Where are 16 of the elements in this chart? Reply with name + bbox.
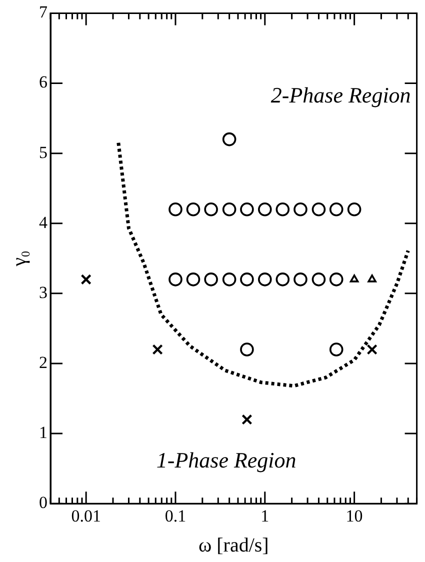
x-tick-label: 1	[260, 506, 270, 526]
y-tick-label: 5	[39, 142, 48, 162]
x-tick-label: 0.01	[71, 506, 101, 526]
annotation: 1-Phase Region	[156, 448, 296, 473]
y-tick-label: 0	[39, 493, 48, 512]
y-tick-label: 2	[39, 352, 48, 372]
y-tick-label: 7	[39, 2, 48, 22]
y-tick-label: 3	[39, 282, 48, 302]
annotation: 2-Phase Region	[270, 82, 411, 108]
x-tick-label: 0.1	[164, 506, 186, 526]
y-tick-label: 1	[39, 423, 48, 442]
y-tick-label: 4	[39, 212, 48, 232]
x-tick-label: 10	[346, 506, 363, 526]
y-axis-title: γ₀	[8, 250, 30, 268]
y-tick-label: 6	[39, 72, 48, 92]
x-axis-title: ω [rad/s]	[198, 534, 269, 556]
